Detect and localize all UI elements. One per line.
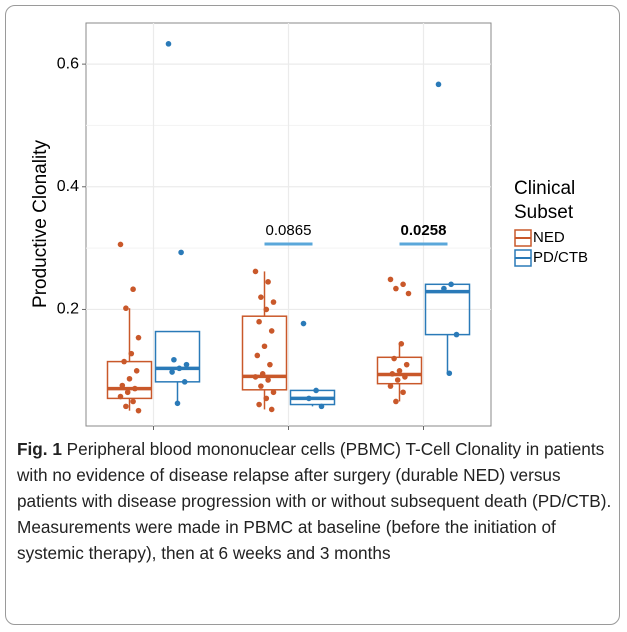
point [174,400,181,407]
point [135,334,142,341]
point [400,389,406,396]
point [117,241,124,248]
legend-title: Subset [514,202,574,223]
point [453,331,460,338]
point [389,371,396,377]
point [306,395,312,402]
point [393,398,399,405]
point [263,395,270,402]
point [252,268,259,275]
point [258,383,264,389]
point [263,306,270,313]
point [387,383,394,389]
legend-title: Clinical [514,178,575,199]
y-tick-label: 0.4 [57,178,79,195]
legend-label: PD/CTB [533,249,588,266]
point [300,320,307,327]
y-axis-label: Productive Clonality [30,140,51,308]
box [424,283,471,336]
point [403,361,410,368]
point [391,355,397,362]
annotation: 0.0865 [266,222,312,239]
y-tick-label: 0.2 [57,301,79,318]
point [130,398,136,405]
point [119,382,126,389]
point [132,385,138,392]
point [270,299,277,305]
point [171,356,177,363]
point [441,285,447,292]
box [376,356,423,385]
point [256,401,262,408]
figure: Productive Clonality 0.20.40.6BASELINEWE… [5,5,620,625]
point [318,403,325,410]
point [268,406,275,413]
chart: Productive Clonality 0.20.40.6BASELINEWE… [30,22,588,430]
point [448,281,454,288]
caption: Fig. 1 Peripheral blood mononuclear cell… [17,436,613,566]
point [400,281,406,288]
point [259,371,266,377]
point [387,276,394,283]
point [126,375,133,382]
legend-label: NED [533,229,565,246]
point [183,361,190,368]
point [261,343,268,350]
point [128,350,135,357]
point [258,294,264,300]
point [254,352,261,359]
point [178,249,184,256]
point [256,318,262,325]
point [313,387,319,394]
point [265,377,271,383]
point [265,279,271,285]
box [106,360,153,400]
point [270,389,277,396]
point [117,393,124,400]
annotation: 0.0258 [401,222,447,239]
point [176,365,183,372]
point [396,367,403,374]
point [402,374,408,380]
point [165,41,172,47]
point [135,407,142,414]
point [121,358,127,365]
point [181,379,188,385]
point [133,367,140,374]
point [394,377,401,383]
box [241,315,288,391]
caption-label: Fig. 1 [17,439,62,459]
point [398,341,405,347]
point [123,305,129,312]
point [124,389,131,396]
point [435,81,442,88]
point [405,290,412,297]
point [252,374,259,380]
point [267,361,273,368]
box [154,330,201,383]
point [446,370,453,377]
point [130,286,136,293]
caption-text: Peripheral blood mononuclear cells (PBMC… [17,439,612,563]
point [268,328,275,334]
point [169,369,175,375]
y-tick-label: 0.6 [57,55,79,72]
point [123,403,129,410]
point [393,285,399,292]
